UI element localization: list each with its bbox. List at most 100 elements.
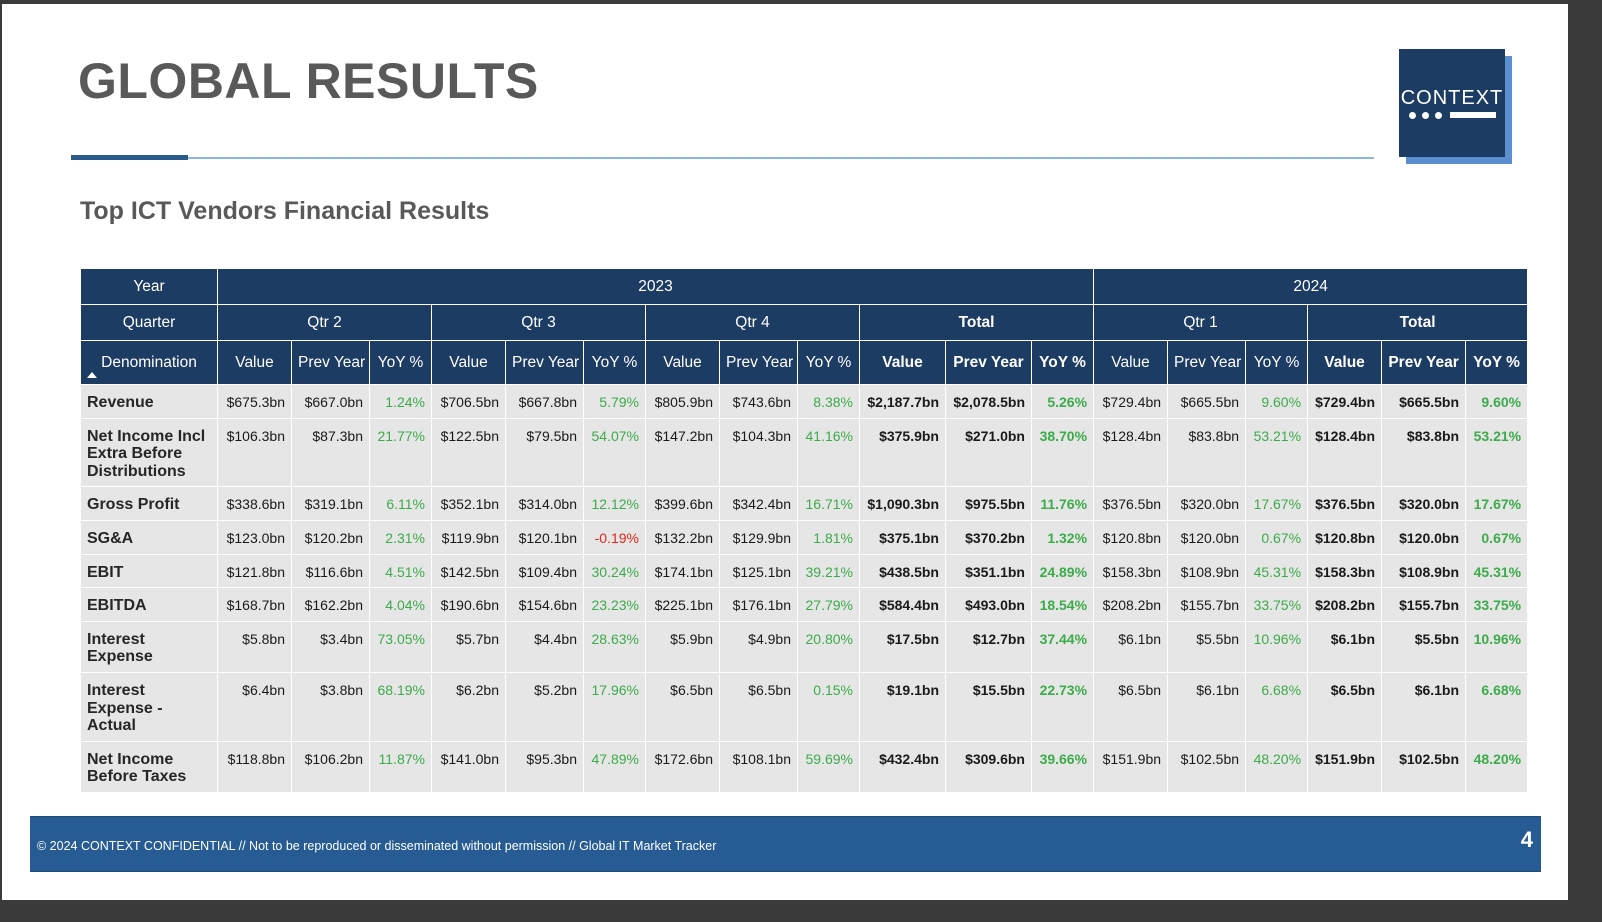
year-header-row: Year 2023 2024 [80, 268, 1529, 305]
column-header-value[interactable]: Value [431, 340, 506, 385]
column-header-value[interactable]: Value [645, 340, 720, 385]
prev-year-cell: $176.1bn [719, 587, 798, 622]
prev-year-cell: $4.9bn [719, 620, 798, 673]
prev-year-cell: $319.1bn [291, 486, 370, 521]
column-header-yoy[interactable]: YoY % [1030, 340, 1095, 385]
column-header-prev-year[interactable]: Prev Year [505, 340, 584, 385]
prev-year-cell: $743.6bn [719, 384, 798, 419]
value-cell: $225.1bn [645, 587, 720, 622]
yoy-cell: 8.38% [797, 384, 860, 419]
column-header-prev-year[interactable]: Prev Year [1381, 340, 1467, 385]
yoy-cell: 33.75% [1245, 587, 1309, 622]
column-header-prev-year[interactable]: Prev Year [1167, 340, 1247, 385]
prev-year-cell: $351.1bn [945, 553, 1032, 589]
column-header-prev-year[interactable]: Prev Year [719, 340, 798, 385]
value-cell: $122.5bn [431, 417, 506, 488]
value-cell: $128.4bn [1307, 417, 1383, 488]
row-label: Net Income Incl Extra Before Distributio… [80, 417, 218, 488]
yoy-cell: 45.31% [1245, 553, 1309, 589]
value-cell: $675.3bn [217, 384, 292, 419]
value-cell: $151.9bn [1307, 740, 1383, 793]
yoy-cell: 18.54% [1030, 587, 1095, 622]
yoy-cell: 28.63% [583, 620, 646, 673]
row-label: Interest Expense [80, 620, 218, 673]
prev-year-cell: $104.3bn [719, 417, 798, 488]
yoy-cell: 47.89% [583, 740, 646, 793]
table-row: Interest Expense $5.8bn $3.4bn 73.05% $5.7bn… [80, 620, 1529, 673]
prev-year-cell: $129.9bn [719, 519, 798, 555]
prev-year-cell: $5.5bn [1167, 620, 1247, 673]
yoy-cell: 10.96% [1465, 620, 1529, 673]
column-header-yoy[interactable]: YoY % [1245, 340, 1309, 385]
prev-year-cell: $120.1bn [505, 519, 584, 555]
column-header-value[interactable]: Value [217, 340, 292, 385]
yoy-cell: 33.75% [1465, 587, 1529, 622]
table-title: Top ICT Vendors Financial Results [80, 197, 490, 225]
column-header-yoy[interactable]: YoY % [1465, 340, 1529, 385]
value-cell: $338.6bn [217, 486, 292, 521]
value-cell: $706.5bn [431, 384, 506, 419]
row-label: Gross Profit [80, 486, 218, 521]
prev-year-cell: $665.5bn [1167, 384, 1247, 419]
value-cell: $376.5bn [1093, 486, 1169, 521]
column-header-prev-year[interactable]: Prev Year [291, 340, 370, 385]
year-2023-header: 2023 [216, 268, 1095, 305]
yoy-cell: 11.87% [369, 740, 432, 793]
yoy-cell: 41.16% [797, 417, 860, 488]
yoy-cell: 54.07% [583, 417, 646, 488]
title-divider [188, 157, 1374, 159]
prev-year-cell: $83.8bn [1167, 417, 1247, 488]
prev-year-cell: $162.2bn [291, 587, 370, 622]
prev-year-cell: $320.0bn [1167, 486, 1247, 521]
row-label: Net Income Before Taxes [80, 740, 218, 793]
column-header-value[interactable]: Value [1093, 340, 1169, 385]
row-label: EBITDA [80, 587, 218, 622]
value-cell: $729.4bn [1093, 384, 1169, 419]
column-header-yoy[interactable]: YoY % [797, 340, 860, 385]
yoy-cell: 73.05% [369, 620, 432, 673]
value-cell: $168.7bn [217, 587, 292, 622]
value-cell: $2,187.7bn [859, 384, 946, 419]
prev-year-cell: $120.0bn [1167, 519, 1247, 555]
value-cell: $119.9bn [431, 519, 506, 555]
value-cell: $6.5bn [1307, 671, 1383, 742]
prev-year-cell: $108.1bn [719, 740, 798, 793]
year-2024-header: 2024 [1093, 268, 1529, 305]
column-header-yoy[interactable]: YoY % [369, 340, 432, 385]
value-cell: $120.8bn [1307, 519, 1383, 555]
value-cell: $584.4bn [859, 587, 946, 622]
value-cell: $6.4bn [217, 671, 292, 742]
prev-year-cell: $125.1bn [719, 553, 798, 589]
column-header-prev-year[interactable]: Prev Year [945, 340, 1032, 385]
column-header-value[interactable]: Value [1307, 340, 1383, 385]
quarter-header-3: Total [858, 304, 1095, 341]
yoy-cell: 39.21% [797, 553, 860, 589]
yoy-cell: 23.23% [583, 587, 646, 622]
yoy-cell: 6.68% [1465, 671, 1529, 742]
table-row: EBIT $121.8bn $116.6bn 4.51% $142.5bn $109.4b… [80, 553, 1529, 589]
yoy-cell: 17.96% [583, 671, 646, 742]
yoy-cell: 5.26% [1030, 384, 1095, 419]
denomination-header[interactable]: Denomination [80, 340, 218, 385]
table-row: EBITDA $168.7bn $162.2bn 4.04% $190.6bn $154.… [80, 587, 1529, 622]
column-header-value[interactable]: Value [859, 340, 946, 385]
value-cell: $5.7bn [431, 620, 506, 673]
sort-up-icon[interactable] [87, 372, 97, 378]
value-cell: $375.1bn [859, 519, 946, 555]
table-row: Net Income Before Taxes $118.8bn $106.2bn 1… [80, 740, 1529, 793]
slide: GLOBAL RESULTS CONTEXT Top ICT Vendors F… [2, 4, 1568, 900]
prev-year-cell: $106.2bn [291, 740, 370, 793]
value-cell: $729.4bn [1307, 384, 1383, 419]
yoy-cell: 59.69% [797, 740, 860, 793]
prev-year-cell: $271.0bn [945, 417, 1032, 488]
value-cell: $438.5bn [859, 553, 946, 589]
yoy-cell: 53.21% [1245, 417, 1309, 488]
prev-year-cell: $314.0bn [505, 486, 584, 521]
yoy-cell: 0.67% [1465, 519, 1529, 555]
prev-year-cell: $975.5bn [945, 486, 1032, 521]
column-header-yoy[interactable]: YoY % [583, 340, 646, 385]
quarter-header-4: Qtr 1 [1093, 304, 1309, 341]
value-cell: $6.1bn [1093, 620, 1169, 673]
yoy-cell: 22.73% [1030, 671, 1095, 742]
yoy-cell: 37.44% [1030, 620, 1095, 673]
